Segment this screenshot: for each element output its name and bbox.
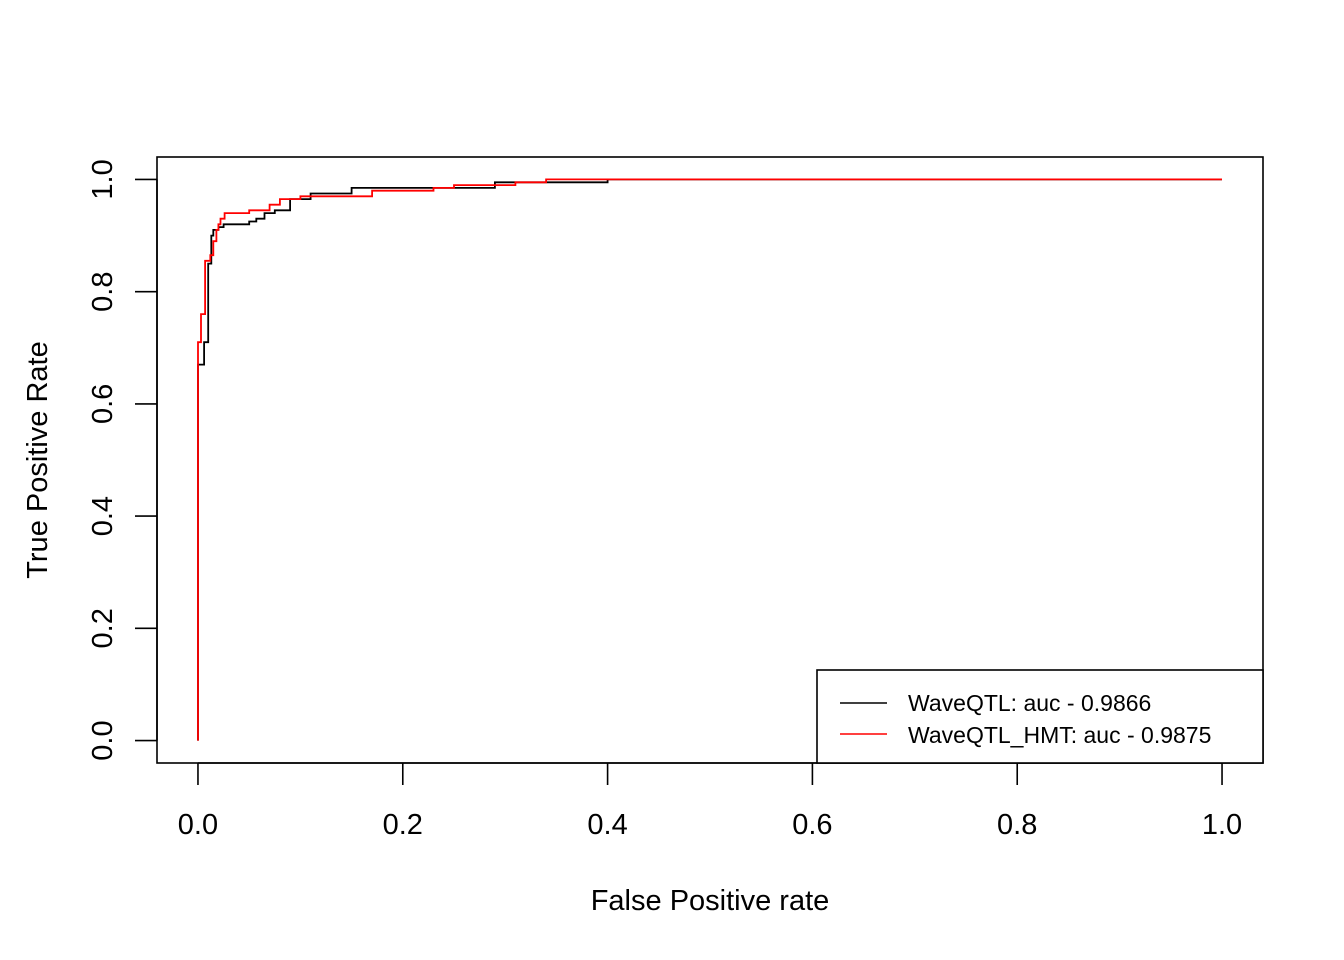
x-axis-title: False Positive rate (591, 885, 830, 917)
series-layer (197, 178, 1222, 741)
y-tick-label: 0.0 (87, 720, 119, 760)
legend-label-waveqtl-hmt: WaveQTL_HMT: auc - 0.9875 (908, 722, 1211, 748)
legend-box (816, 669, 1264, 764)
legend: WaveQTL: auc - 0.9866 WaveQTL_HMT: auc -… (816, 669, 1264, 764)
x-tick-label: 0.2 (383, 809, 423, 841)
y-tick-label: 0.4 (87, 496, 119, 536)
x-axis: 0.0 0.2 0.4 0.6 0.8 1.0 (178, 762, 1242, 841)
y-tick-label: 0.2 (87, 608, 119, 648)
series-line-waveqtl-hmt (197, 178, 1222, 741)
y-tick-label: 0.6 (87, 384, 119, 424)
x-tick-label: 0.8 (997, 809, 1037, 841)
x-tick-label: 0.0 (178, 809, 218, 841)
x-tick-label: 0.4 (587, 809, 627, 841)
series-line-waveqtl (197, 178, 1222, 741)
y-tick-label: 1.0 (87, 159, 119, 199)
y-axis: 0.0 0.2 0.4 0.6 0.8 1.0 (87, 159, 158, 761)
x-tick-label: 0.6 (792, 809, 832, 841)
y-axis-title: True Positive Rate (22, 341, 54, 578)
x-tick-label: 1.0 (1202, 809, 1242, 841)
y-tick-label: 0.8 (87, 272, 119, 312)
legend-label-waveqtl: WaveQTL: auc - 0.9866 (908, 690, 1151, 716)
